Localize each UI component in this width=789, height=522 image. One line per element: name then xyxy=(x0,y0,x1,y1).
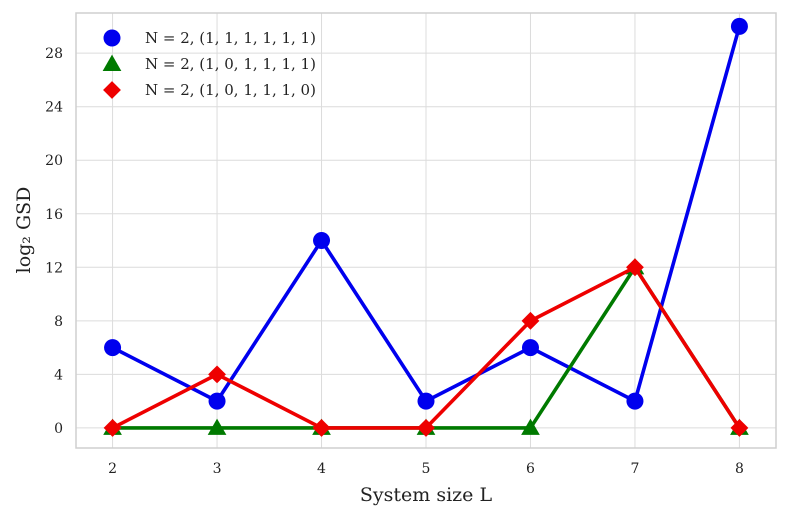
data-point-diamond xyxy=(730,418,749,437)
x-tick-label: 3 xyxy=(213,461,222,477)
legend-item: N = 2, (1, 0, 1, 1, 1, 0) xyxy=(103,81,316,99)
legend-item: N = 2, (1, 1, 1, 1, 1, 1) xyxy=(103,29,316,47)
legend-marker-triangle xyxy=(102,54,122,72)
data-point-triangle xyxy=(207,418,227,435)
legend-marker-circle xyxy=(103,29,121,47)
legend-item: N = 2, (1, 0, 1, 1, 1, 1) xyxy=(102,54,316,73)
data-point-circle xyxy=(208,392,226,410)
data-point-circle xyxy=(521,339,539,357)
y-tick-label: 28 xyxy=(45,46,63,62)
data-point-circle xyxy=(417,392,435,410)
x-tick-label: 6 xyxy=(526,461,535,477)
data-point-diamond xyxy=(208,365,226,384)
x-tick-label: 7 xyxy=(630,461,639,477)
y-axis-ticks: 0 4 8 12 16 20 24 28 xyxy=(45,46,63,437)
plot-frame xyxy=(75,12,777,449)
y-tick-label: 12 xyxy=(45,260,63,276)
x-axis-ticks: 2 3 4 5 6 7 8 xyxy=(108,461,744,477)
data-point-diamond xyxy=(312,418,331,437)
legend-marker-diamond xyxy=(103,81,121,99)
data-point-circle xyxy=(626,392,644,410)
data-point-triangle xyxy=(521,418,540,435)
y-tick-label: 24 xyxy=(45,100,63,116)
y-tick-label: 0 xyxy=(54,421,63,437)
data-point-circle xyxy=(313,232,331,250)
y-tick-label: 8 xyxy=(54,314,63,330)
data-point-circle xyxy=(730,17,748,35)
y-tick-label: 20 xyxy=(45,153,63,169)
legend: N = 2, (1, 1, 1, 1, 1, 1) N = 2, (1, 0, 1… xyxy=(102,29,316,99)
data-point-diamond xyxy=(417,418,435,437)
y-tick-label: 16 xyxy=(45,207,63,223)
series-diamond xyxy=(103,258,749,437)
data-point-diamond xyxy=(521,311,540,330)
y-axis-label: log₂ GSD xyxy=(13,187,35,274)
x-tick-label: 2 xyxy=(108,461,117,477)
data-point-diamond xyxy=(103,418,122,437)
y-tick-label: 4 xyxy=(54,367,63,383)
x-tick-label: 4 xyxy=(317,461,326,477)
series-layer xyxy=(103,17,749,437)
data-point-diamond xyxy=(626,258,644,277)
x-tick-label: 5 xyxy=(422,461,431,477)
data-point-circle xyxy=(104,339,122,357)
grid xyxy=(76,13,776,448)
x-axis-label: System size L xyxy=(360,484,493,506)
series-circle xyxy=(104,17,748,410)
legend-label: N = 2, (1, 0, 1, 1, 1, 0) xyxy=(145,81,316,99)
x-tick-label: 8 xyxy=(735,461,744,477)
legend-label: N = 2, (1, 0, 1, 1, 1, 1) xyxy=(145,55,316,73)
legend-label: N = 2, (1, 1, 1, 1, 1, 1) xyxy=(145,29,316,47)
